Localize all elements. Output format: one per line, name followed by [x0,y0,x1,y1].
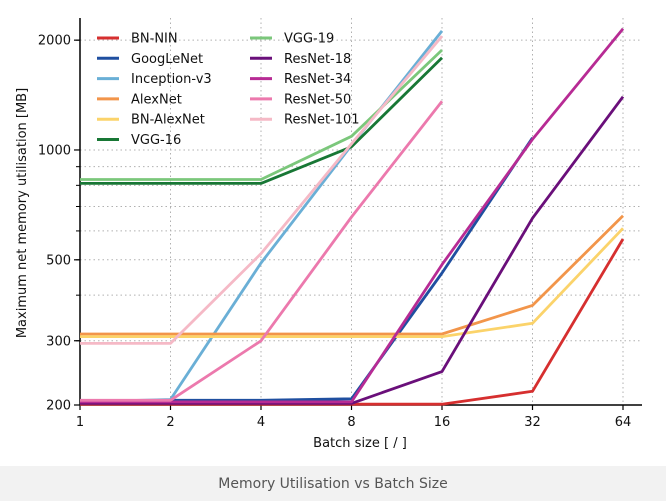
legend-label-vgg-16: VGG-16 [131,133,181,148]
legend-label-inception-v3: Inception-v3 [131,72,212,87]
legend-label-bn-nin: BN-NIN [131,32,178,47]
chart-area: 200 300 500 1000 2000 1 2 4 8 16 32 64 Batch size [… [15,18,642,451]
legend-label-resnet-34: ResNet-34 [284,72,351,87]
line-chart: 200 300 500 1000 2000 1 2 4 8 16 32 64 Batch size [… [15,18,642,451]
data-series [79,27,625,406]
x-tick-label: 32 [524,415,541,430]
series-line-resnet-18 [80,95,625,405]
series-line-alexnet [80,214,624,336]
y-axis-label: Maximum net memory utilisation [MB] [15,88,30,338]
series-line-resnet-34 [80,27,625,404]
x-tick-label: 16 [434,415,451,430]
series-line-vgg-16 [80,56,443,185]
grid-lines [79,18,642,406]
series-line-bn-alexnet [80,227,625,339]
x-tick-label: 64 [615,415,632,430]
legend-label-alexnet: AlexNet [131,92,182,107]
caption-bar: Memory Utilisation vs Batch Size [0,466,666,501]
y-tick-label: 2000 [38,34,71,49]
legend-label-resnet-18: ResNet-18 [284,52,351,67]
series-line-googlenet [79,137,534,403]
chart-caption: Memory Utilisation vs Batch Size [218,475,448,492]
legend-label-resnet-101: ResNet-101 [284,113,360,128]
tick-labels: 200 300 500 1000 2000 1 2 4 8 16 32 64 [38,34,631,430]
x-tick-label: 2 [166,415,174,430]
legend: BN-NIN GoogLeNet Inception-v3 AlexNet BN-Ale… [97,32,360,148]
legend-label-googlenet: GoogLeNet [131,52,203,67]
y-tick-label: 200 [46,399,71,414]
legend-label-resnet-50: ResNet-50 [284,92,351,107]
legend-label-bn-alexnet: BN-AlexNet [131,113,205,128]
series-line-resnet-101 [80,35,444,345]
series-line-resnet-50 [80,100,444,402]
legend-label-vgg-19: VGG-19 [284,32,334,47]
y-tick-label: 500 [46,253,71,268]
x-tick-label: 1 [76,415,84,430]
y-tick-label: 1000 [38,143,71,158]
x-tick-label: 8 [347,415,355,430]
y-tick-label: 300 [46,334,71,349]
x-axis-label: Batch size [ / ] [313,436,407,451]
x-tick-label: 4 [257,415,265,430]
